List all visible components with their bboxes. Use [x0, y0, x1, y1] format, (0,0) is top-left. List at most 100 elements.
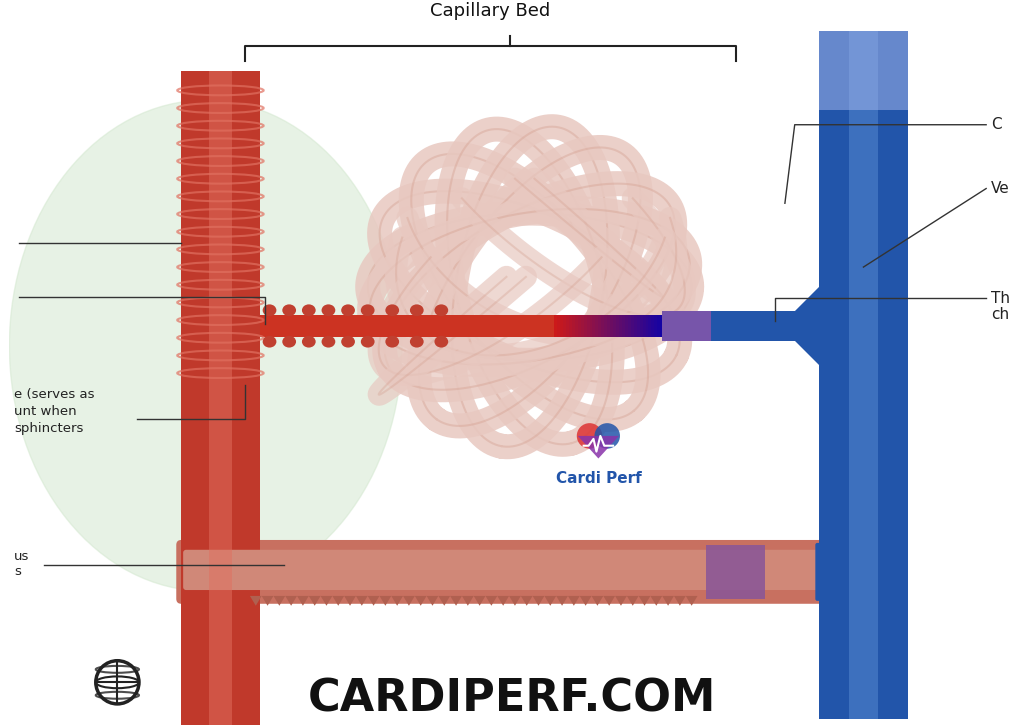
Bar [691, 311, 819, 340]
Bar [849, 31, 879, 719]
Ellipse shape [410, 336, 424, 348]
Bar [616, 315, 618, 337]
Bar [637, 315, 640, 337]
Polygon shape [273, 596, 286, 605]
Ellipse shape [385, 304, 399, 316]
Polygon shape [427, 596, 438, 605]
Polygon shape [474, 596, 485, 605]
Bar [669, 315, 672, 337]
Polygon shape [286, 596, 297, 605]
Bar [604, 315, 607, 337]
Bar [260, 315, 652, 337]
Polygon shape [521, 596, 532, 605]
Polygon shape [485, 596, 498, 605]
Bar [574, 315, 578, 337]
Text: Ve: Ve [991, 181, 1010, 196]
Polygon shape [578, 436, 618, 459]
Polygon shape [580, 596, 592, 605]
Ellipse shape [360, 304, 375, 316]
FancyBboxPatch shape [183, 550, 847, 590]
Bar [663, 311, 712, 340]
Polygon shape [391, 596, 403, 605]
Bar [557, 315, 560, 337]
Ellipse shape [283, 304, 296, 316]
Polygon shape [592, 596, 603, 605]
Ellipse shape [410, 304, 424, 316]
Polygon shape [403, 596, 415, 605]
Bar [584, 315, 587, 337]
Polygon shape [438, 596, 451, 605]
Bar [566, 315, 569, 337]
Ellipse shape [322, 336, 335, 348]
Bar [651, 315, 654, 337]
Bar [571, 315, 574, 337]
Bar [181, 385, 260, 726]
Polygon shape [297, 596, 309, 605]
Polygon shape [462, 596, 474, 605]
Bar [648, 315, 651, 337]
Text: us: us [14, 550, 30, 563]
Polygon shape [674, 596, 686, 605]
Polygon shape [568, 596, 580, 605]
Bar [660, 315, 664, 337]
Polygon shape [333, 596, 344, 605]
Bar [618, 315, 622, 337]
Polygon shape [380, 596, 391, 605]
Bar [642, 315, 645, 337]
Ellipse shape [341, 304, 355, 316]
Bar [645, 315, 648, 337]
Polygon shape [321, 596, 333, 605]
Polygon shape [344, 596, 356, 605]
Ellipse shape [263, 336, 276, 348]
Bar [640, 315, 642, 337]
Bar [593, 315, 595, 337]
Bar [654, 315, 657, 337]
Polygon shape [498, 596, 509, 605]
Bar [622, 315, 625, 337]
Bar [819, 31, 907, 110]
Bar [587, 315, 590, 337]
Bar [610, 315, 613, 337]
Text: Capillary Bed: Capillary Bed [430, 1, 551, 20]
FancyBboxPatch shape [176, 540, 854, 604]
Text: CARDIPERF.COM: CARDIPERF.COM [308, 677, 716, 720]
Text: ch: ch [991, 306, 1010, 322]
Bar [657, 315, 660, 337]
Ellipse shape [341, 336, 355, 348]
Ellipse shape [322, 304, 335, 316]
Polygon shape [639, 596, 650, 605]
Ellipse shape [360, 336, 375, 348]
Polygon shape [545, 596, 556, 605]
Text: Cardi Perf: Cardi Perf [555, 471, 641, 486]
Text: sphincters: sphincters [14, 422, 84, 435]
Bar [625, 315, 628, 337]
Polygon shape [780, 287, 819, 365]
Ellipse shape [9, 100, 402, 591]
Polygon shape [415, 596, 427, 605]
Polygon shape [356, 596, 368, 605]
Ellipse shape [434, 304, 449, 316]
Bar [209, 70, 232, 385]
Polygon shape [368, 596, 380, 605]
Text: unt when: unt when [14, 405, 77, 418]
Polygon shape [451, 596, 462, 605]
FancyBboxPatch shape [815, 543, 865, 601]
Circle shape [595, 423, 620, 449]
Ellipse shape [385, 336, 399, 348]
Bar [607, 315, 610, 337]
Polygon shape [262, 596, 273, 605]
Bar [595, 315, 598, 337]
Bar [560, 315, 563, 337]
Polygon shape [309, 596, 321, 605]
Bar [209, 385, 232, 726]
Text: C: C [991, 117, 1001, 132]
Bar [554, 315, 557, 337]
Bar [707, 545, 765, 599]
Text: e (serves as: e (serves as [14, 388, 95, 401]
Bar [613, 315, 616, 337]
Ellipse shape [283, 336, 296, 348]
Bar [628, 315, 631, 337]
Circle shape [577, 423, 602, 449]
Bar [819, 31, 907, 719]
Bar [631, 315, 634, 337]
